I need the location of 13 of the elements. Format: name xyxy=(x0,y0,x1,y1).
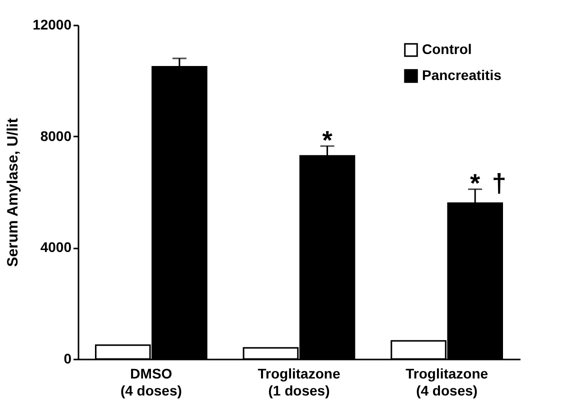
x-tick-label: Troglitazone (1 doses) xyxy=(258,366,340,398)
y-axis-title: Serum Amylase, U/lit xyxy=(4,118,22,267)
annotation: † xyxy=(492,168,506,198)
legend-label: Pancreatitis xyxy=(422,67,502,83)
y-tick-label: 12000 xyxy=(32,16,72,32)
x-tick-label: Troglitazone (4 doses) xyxy=(406,366,488,398)
x-tick-label: DMSO (4 doses) xyxy=(120,366,182,398)
legend-label: Control xyxy=(422,41,472,57)
annotation: * xyxy=(322,125,334,156)
y-tick-label: 8000 xyxy=(40,128,72,144)
y-tick-label: 0 xyxy=(64,350,72,366)
y-tick-label: 4000 xyxy=(40,239,72,256)
annotation: * xyxy=(470,168,482,198)
